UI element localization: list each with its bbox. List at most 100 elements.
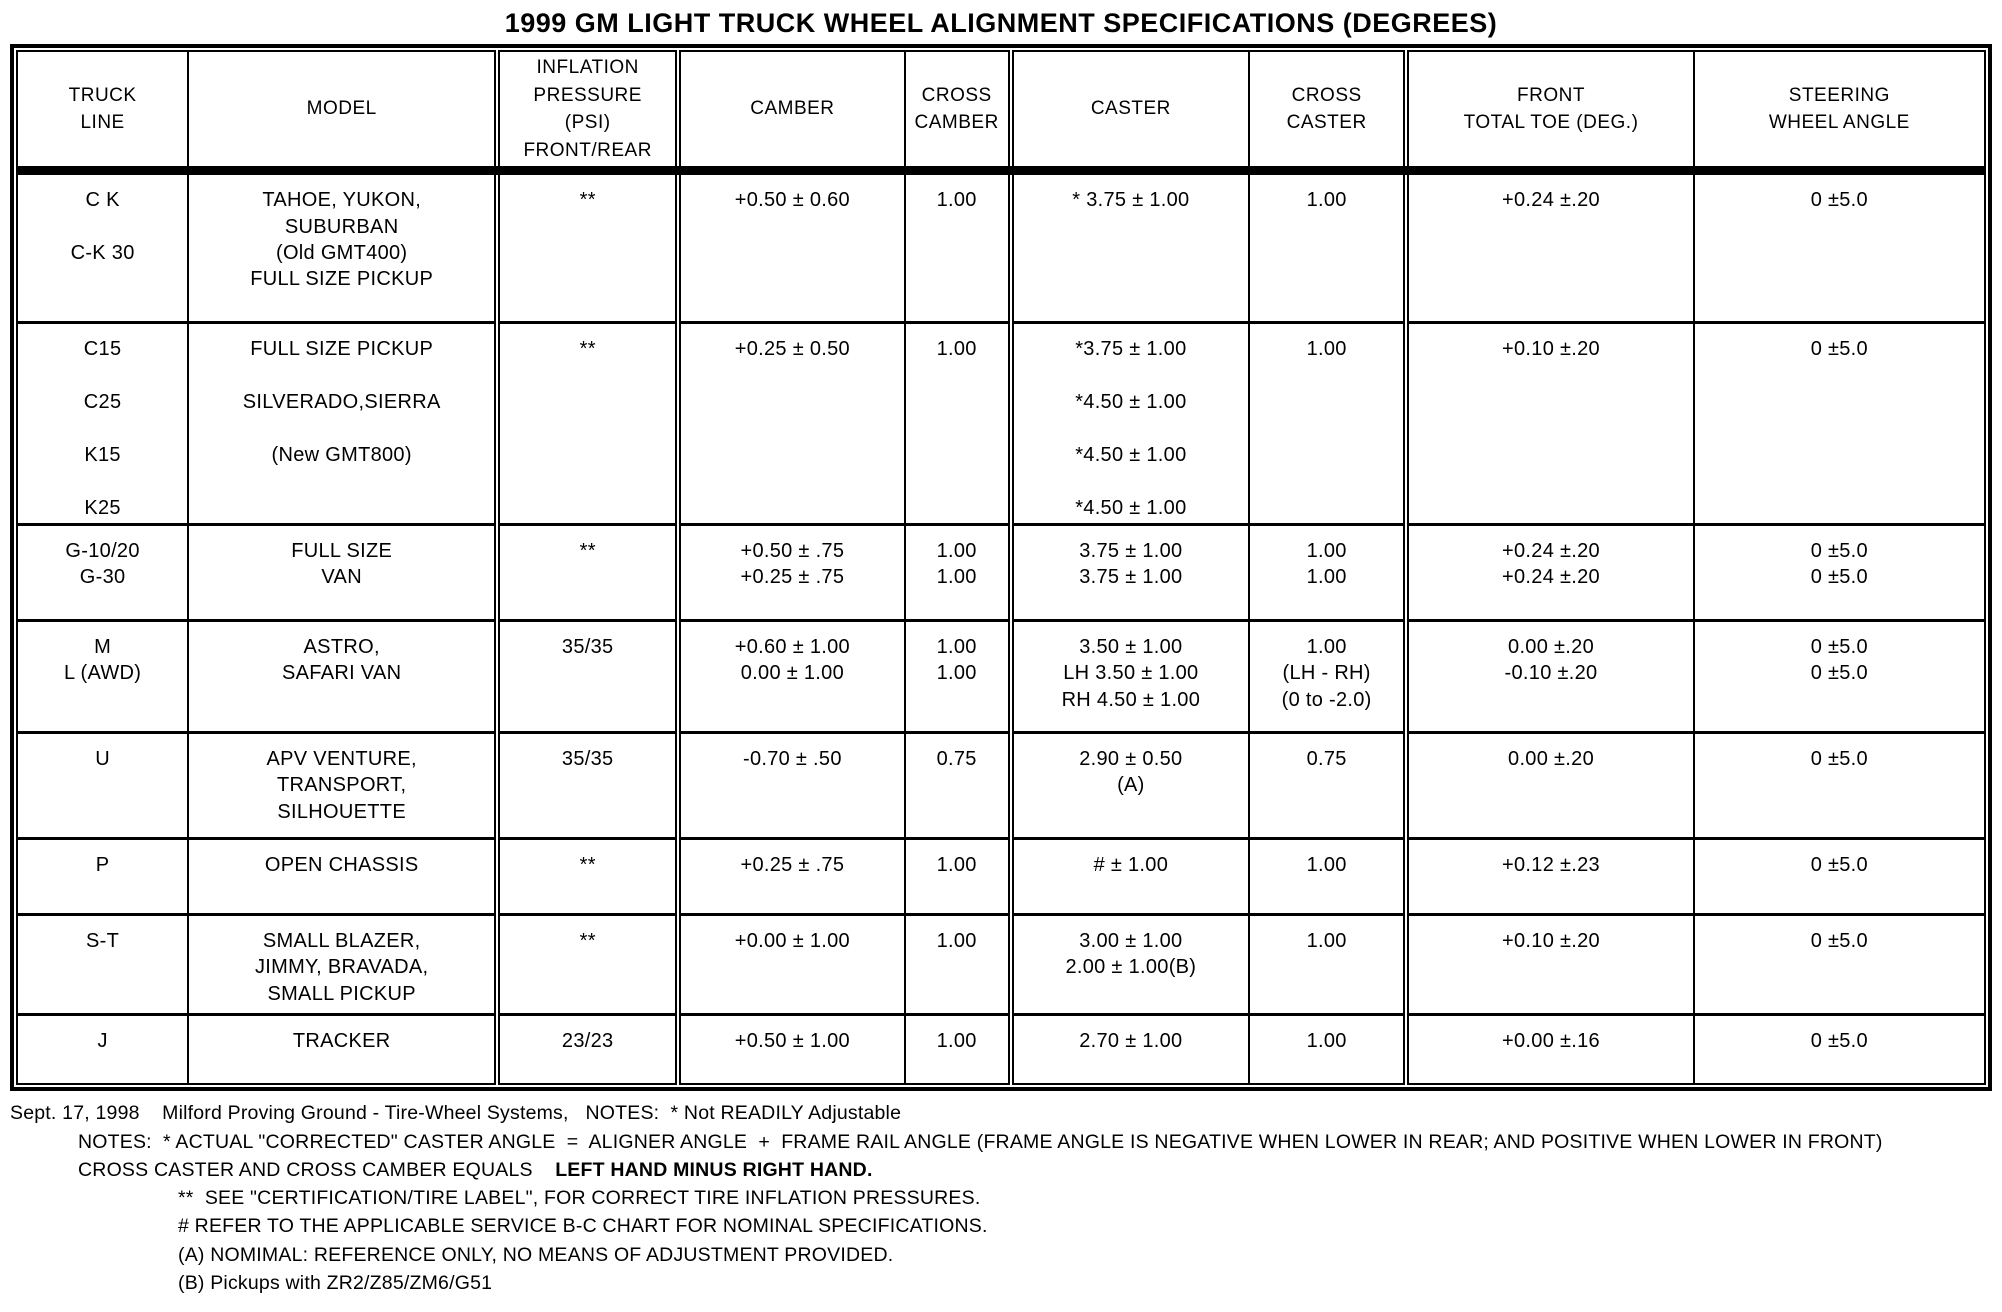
- column-header: CROSS CASTER: [1247, 50, 1408, 172]
- spec-cell: 1.00 1.00: [1247, 523, 1408, 622]
- spec-cell: 1.00: [903, 913, 1012, 1016]
- notes-section: Sept. 17, 1998 Milford Proving Ground - …: [10, 1099, 1988, 1297]
- spec-cell: 0 ±5.0: [1692, 169, 1987, 324]
- spec-cell: OPEN CHASSIS: [187, 837, 499, 916]
- spec-cell: # ± 1.00: [1007, 837, 1250, 916]
- spec-cell: +0.50 ± 1.00: [675, 1013, 906, 1086]
- spec-cell: 0.00 ±.20: [1403, 731, 1695, 840]
- spec-cell: 1.00: [1247, 913, 1408, 1016]
- table-row: M L (AWD) ASTRO, SAFARI VAN 35/35 +0.60 ± 1…: [15, 619, 1987, 734]
- spec-cell: 0 ±5.0: [1692, 1013, 1987, 1086]
- note-cross-bold: LEFT HAND MINUS RIGHT HAND.: [555, 1158, 873, 1181]
- spec-cell: * 3.75 ± 1.00: [1007, 169, 1250, 324]
- spec-cell: +0.25 ± .75: [675, 837, 906, 916]
- spec-cell: G-10/20 G-30: [15, 523, 190, 622]
- spec-cell: 0.75: [1247, 731, 1408, 840]
- spec-cell: C15 C25 K15 K25: [15, 321, 190, 526]
- spec-cell: +0.24 ±.20: [1403, 169, 1695, 324]
- spec-cell: 0 ±5.0: [1692, 913, 1987, 1016]
- spec-cell: 0.75: [903, 731, 1012, 840]
- note-tire-label: ** SEE "CERTIFICATION/TIRE LABEL", FOR C…: [178, 1187, 981, 1210]
- spec-cell: 1.00: [903, 1013, 1012, 1086]
- spec-cell: P: [15, 837, 190, 916]
- spec-cell: J: [15, 1013, 190, 1086]
- spec-cell: U: [15, 731, 190, 840]
- spec-cell: 2.70 ± 1.00: [1007, 1013, 1250, 1086]
- spec-cell: +0.12 ±.23: [1403, 837, 1695, 916]
- spec-cell: +0.10 ±.20: [1403, 913, 1695, 1016]
- column-header: FRONT TOTAL TOE (DEG.): [1403, 50, 1695, 172]
- spec-cell: *3.75 ± 1.00 *4.50 ± 1.00 *4.50 ± 1.00 *…: [1007, 321, 1250, 526]
- spec-cell: ASTRO, SAFARI VAN: [187, 619, 499, 734]
- spec-cell: S-T: [15, 913, 190, 1016]
- column-header: MODEL: [187, 50, 499, 172]
- spec-cell: 3.50 ± 1.00 LH 3.50 ± 1.00 RH 4.50 ± 1.0…: [1007, 619, 1250, 734]
- spec-cell: FULL SIZE VAN: [187, 523, 499, 622]
- note-caster-angle: NOTES: * ACTUAL "CORRECTED" CASTER ANGLE…: [78, 1130, 1883, 1153]
- spec-cell: 1.00: [1247, 321, 1408, 526]
- spec-cell: 3.00 ± 1.00 2.00 ± 1.00(B): [1007, 913, 1250, 1016]
- spec-cell: 1.00: [1247, 1013, 1408, 1086]
- spec-cell: -0.70 ± .50: [675, 731, 906, 840]
- column-header: STEERING WHEEL ANGLE: [1692, 50, 1987, 172]
- spec-cell: 0 ±5.0 0 ±5.0: [1692, 619, 1987, 734]
- spec-cell: 1.00: [903, 321, 1012, 526]
- note-pickups: (B) Pickups with ZR2/Z85/ZM6/G51: [178, 1272, 493, 1295]
- spec-cell: **: [494, 169, 680, 324]
- spec-cell: 2.90 ± 0.50 (A): [1007, 731, 1250, 840]
- spec-cell: +0.24 ±.20 +0.24 ±.20: [1403, 523, 1695, 622]
- spec-cell: SMALL BLAZER, JIMMY, BRAVADA, SMALL PICK…: [187, 913, 499, 1016]
- spec-cell: **: [494, 913, 680, 1016]
- spec-cell: 0 ±5.0: [1692, 321, 1987, 526]
- spec-cell: 1.00: [903, 169, 1012, 324]
- spec-cell: +0.60 ± 1.00 0.00 ± 1.00: [675, 619, 906, 734]
- column-header: INFLATION PRESSURE (PSI) FRONT/REAR: [494, 50, 680, 172]
- spec-cell: 35/35: [494, 619, 680, 734]
- table-row: J TRACKER 23/23 +0.50 ± 1.00 1.00 2.70 ± 1.00…: [15, 1013, 1987, 1086]
- spec-cell: +0.00 ±.16: [1403, 1013, 1695, 1086]
- note-bc-chart: # REFER TO THE APPLICABLE SERVICE B-C CH…: [178, 1215, 988, 1238]
- spec-cell: 1.00: [903, 837, 1012, 916]
- spec-cell: M L (AWD): [15, 619, 190, 734]
- spec-cell: TAHOE, YUKON, SUBURBAN (Old GMT400) FULL…: [187, 169, 499, 324]
- spec-cell: 1.00 1.00: [903, 619, 1012, 734]
- spec-cell: 0 ±5.0: [1692, 837, 1987, 916]
- column-header: CROSS CAMBER: [903, 50, 1012, 172]
- spec-cell: **: [494, 523, 680, 622]
- spec-cell: +0.25 ± 0.50: [675, 321, 906, 526]
- spec-cell: +0.00 ± 1.00: [675, 913, 906, 1016]
- note-cross-prefix: CROSS CASTER AND CROSS CAMBER EQUALS: [78, 1158, 556, 1181]
- spec-cell: TRACKER: [187, 1013, 499, 1086]
- table-row: G-10/20 G-30 FULL SIZE VAN ** +0.50 ± .75 +…: [15, 523, 1987, 622]
- spec-cell: **: [494, 321, 680, 526]
- spec-cell: 1.00: [1247, 169, 1408, 324]
- spec-cell: **: [494, 837, 680, 916]
- spec-table-header: TRUCK LINE MODEL INFLATION PRESSURE (PSI) …: [15, 50, 1987, 172]
- spec-cell: 3.75 ± 1.00 3.75 ± 1.00: [1007, 523, 1250, 622]
- note-nominal: (A) NOMIMAL: REFERENCE ONLY, NO MEANS OF…: [178, 1243, 894, 1266]
- note-dateline: Sept. 17, 1998 Milford Proving Ground - …: [10, 1102, 902, 1125]
- table-row: C15 C25 K15 K25 FULL SIZE PICKUP SILVERAD…: [15, 321, 1987, 526]
- spec-cell: +0.50 ± 0.60: [675, 169, 906, 324]
- table-row: C K C-K 30 TAHOE, YUKON, SUBURBAN (Old GM…: [15, 169, 1987, 324]
- table-row: P OPEN CHASSIS ** +0.25 ± .75 1.00 # ± 1.00 1.…: [15, 837, 1987, 916]
- spec-cell: 1.00: [1247, 837, 1408, 916]
- note-cross-equals: CROSS CASTER AND CROSS CAMBER EQUALS LEF…: [10, 1156, 1988, 1184]
- page-title: 1999 GM LIGHT TRUCK WHEEL ALIGNMENT SPEC…: [504, 8, 1498, 38]
- column-header: CASTER: [1007, 50, 1250, 172]
- spec-cell: +0.10 ±.20: [1403, 321, 1695, 526]
- header-row: TRUCK LINE MODEL INFLATION PRESSURE (PSI) …: [15, 50, 1987, 172]
- column-header: CAMBER: [675, 50, 906, 172]
- spec-table-border: TRUCK LINE MODEL INFLATION PRESSURE (PSI) …: [10, 44, 1992, 1092]
- spec-cell: 1.00 1.00: [903, 523, 1012, 622]
- spec-cell: 0 ±5.0 0 ±5.0: [1692, 523, 1987, 622]
- table-row: S-T SMALL BLAZER, JIMMY, BRAVADA, SMALL P…: [15, 913, 1987, 1016]
- spec-table-body: C K C-K 30 TAHOE, YUKON, SUBURBAN (Old GM…: [15, 169, 1987, 1086]
- spec-cell: 0 ±5.0: [1692, 731, 1987, 840]
- spec-table: TRUCK LINE MODEL INFLATION PRESSURE (PSI) …: [15, 50, 1987, 1086]
- spec-cell: 1.00 (LH - RH) (0 to -2.0): [1247, 619, 1408, 734]
- column-header: TRUCK LINE: [15, 50, 190, 172]
- spec-cell: 0.00 ±.20 -0.10 ±.20: [1403, 619, 1695, 734]
- spec-cell: 35/35: [494, 731, 680, 840]
